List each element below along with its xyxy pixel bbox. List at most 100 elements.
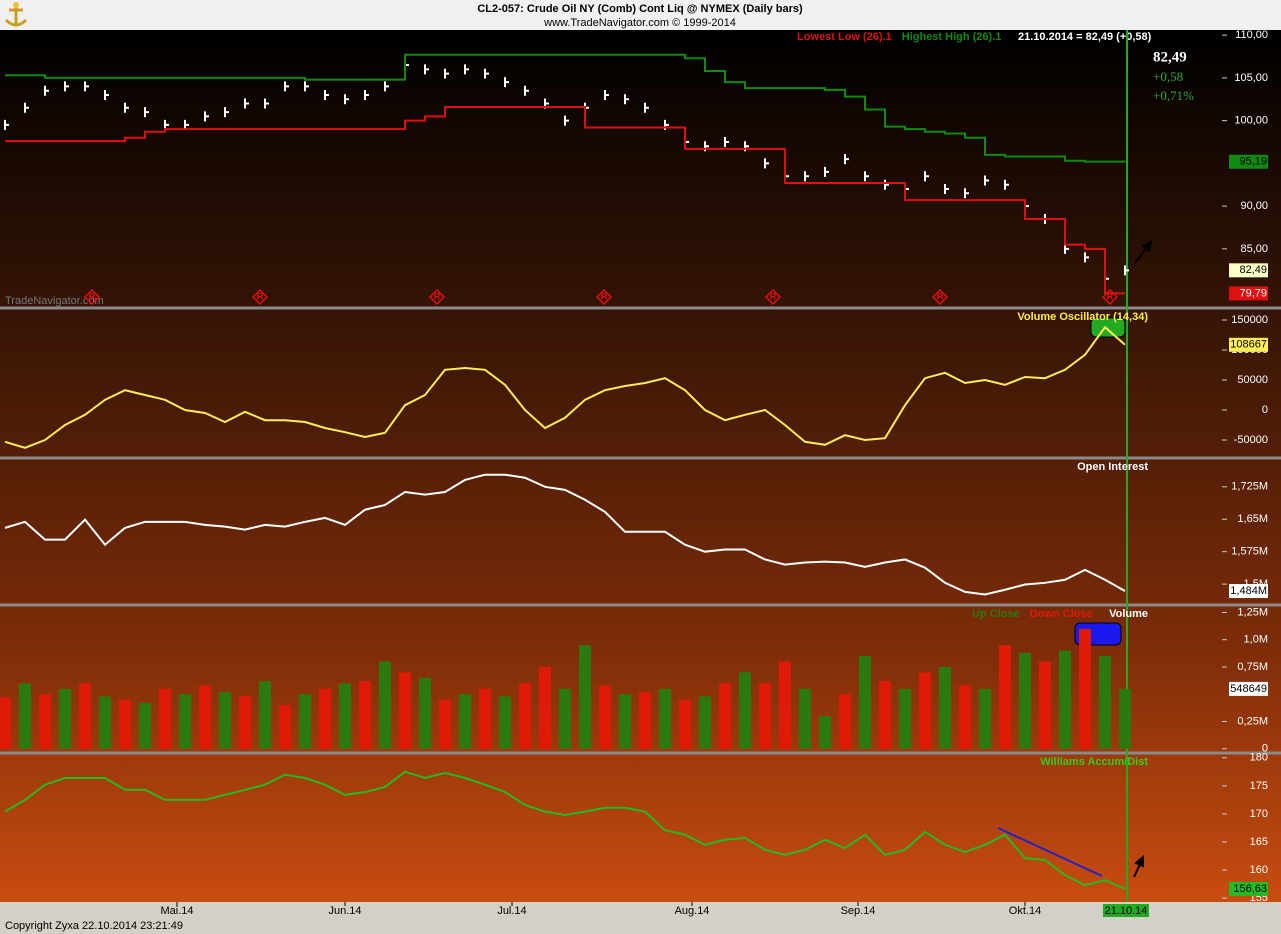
price-bar bbox=[724, 136, 729, 147]
trend-line bbox=[997, 827, 1103, 877]
value-tag bbox=[1229, 681, 1268, 696]
volume-bar bbox=[699, 696, 711, 749]
value-tag-label: 1,484M bbox=[1230, 585, 1267, 597]
y-tick-label: 105,00 bbox=[1234, 72, 1268, 84]
volume-bar bbox=[559, 688, 571, 749]
price-bar bbox=[4, 119, 9, 130]
y-tick-label: 165 bbox=[1250, 836, 1268, 848]
series-line bbox=[4, 770, 1126, 890]
panel-title: Williams Accum/Dist bbox=[1040, 756, 1148, 768]
price-bar bbox=[1124, 265, 1129, 276]
price-bar bbox=[204, 111, 209, 122]
volume-bar bbox=[819, 716, 831, 749]
volume-bar bbox=[739, 672, 751, 749]
volume-bar bbox=[479, 688, 491, 749]
price-bar bbox=[524, 85, 529, 96]
y-tick-label: 110,00 bbox=[1235, 29, 1268, 41]
value-tag-label: 156,63 bbox=[1233, 883, 1267, 895]
volume-bar bbox=[39, 694, 51, 749]
panel-title: Open Interest bbox=[1077, 461, 1148, 473]
volume-bar bbox=[99, 696, 111, 749]
volume-bar bbox=[579, 645, 591, 749]
highlight-box bbox=[1090, 317, 1126, 338]
value-tag-label: 95,19 bbox=[1239, 156, 1267, 168]
y-tick-label: 0,25M bbox=[1237, 715, 1268, 727]
volume-bar bbox=[939, 666, 951, 749]
volume-bar bbox=[159, 688, 171, 749]
volume-bar bbox=[539, 666, 551, 749]
volume-bar bbox=[199, 685, 211, 749]
y-tick-label: 90,00 bbox=[1240, 200, 1268, 212]
y-tick-label: 175 bbox=[1250, 780, 1268, 792]
price-bar bbox=[764, 158, 769, 169]
volume-bar bbox=[59, 688, 71, 749]
price-bar bbox=[824, 166, 829, 177]
event-marker bbox=[1101, 288, 1119, 306]
event-marker-label: R bbox=[937, 291, 944, 301]
y-tick-label: 160 bbox=[1250, 864, 1268, 876]
header-band bbox=[0, 0, 1281, 30]
price-bar bbox=[464, 64, 469, 75]
price-bar bbox=[1004, 179, 1009, 190]
volume-bar bbox=[1019, 652, 1031, 749]
price-bar bbox=[224, 107, 229, 118]
x-tick-label: Mai.14 bbox=[160, 905, 193, 917]
volume-bar bbox=[399, 672, 411, 749]
y-tick-label: 1,0M bbox=[1244, 634, 1268, 646]
price-bar bbox=[24, 102, 29, 113]
watermark: TradeNavigator.com bbox=[5, 295, 104, 307]
arrow bbox=[1133, 240, 1153, 878]
value-tag-label: 548649 bbox=[1230, 683, 1267, 695]
value-tag-label: 79,79 bbox=[1239, 287, 1267, 299]
volume-bar bbox=[279, 705, 291, 749]
y-tick-label: 50000 bbox=[1237, 374, 1268, 386]
event-marker-label: R bbox=[257, 291, 264, 301]
volume-bar bbox=[599, 685, 611, 749]
price-last: 82,49 bbox=[1153, 49, 1187, 65]
event-marker-label: R bbox=[1107, 291, 1114, 301]
cursor-tag bbox=[1103, 904, 1149, 917]
price-bar bbox=[324, 89, 329, 100]
price-bar bbox=[484, 68, 489, 79]
price-bar bbox=[124, 102, 129, 113]
y-tick-label: 150000 bbox=[1231, 314, 1268, 326]
y-tick-label: -50000 bbox=[1234, 434, 1268, 446]
volume-bar bbox=[999, 645, 1011, 749]
volume-bar bbox=[79, 683, 91, 749]
volume-bar bbox=[1119, 688, 1131, 749]
price-date-value: 21.10.2014 = 82,49 (+0,58) bbox=[1018, 31, 1152, 43]
x-tick-label: Aug.14 bbox=[675, 905, 710, 917]
volume-bar bbox=[439, 699, 451, 749]
volume-bar bbox=[679, 699, 691, 749]
price-bar bbox=[504, 77, 509, 88]
volume-bar bbox=[899, 688, 911, 749]
separators bbox=[0, 306, 1281, 755]
price-change-pct: +0,71% bbox=[1153, 88, 1194, 103]
y-tick-label: 85,00 bbox=[1240, 243, 1268, 255]
x-tick-label: Okt.14 bbox=[1009, 905, 1041, 917]
price-bar bbox=[284, 81, 289, 92]
volume-bar bbox=[1039, 661, 1051, 749]
volume-bar bbox=[659, 688, 671, 749]
volume-bar bbox=[359, 681, 371, 749]
legend-entry: Lowest Low (26).1 bbox=[797, 31, 892, 43]
logo bbox=[4, 2, 28, 27]
y-tick-label: 180 bbox=[1250, 752, 1268, 764]
price-bar bbox=[84, 81, 89, 92]
price-bar bbox=[344, 94, 349, 105]
volume-bar bbox=[959, 685, 971, 749]
price-bar bbox=[944, 184, 949, 195]
y-tick-label: 1,65M bbox=[1237, 513, 1268, 525]
value-tag-label: 82,49 bbox=[1239, 264, 1267, 276]
volume-bar bbox=[219, 692, 231, 749]
price-bar bbox=[804, 171, 809, 182]
price-bar bbox=[884, 179, 889, 190]
volume-bar bbox=[859, 656, 871, 749]
event-marker bbox=[428, 288, 446, 306]
y-tick-label: 1,575M bbox=[1231, 546, 1268, 558]
legend-entry: Up Close bbox=[972, 608, 1020, 620]
volume-bar bbox=[379, 661, 391, 749]
volume-bar bbox=[499, 696, 511, 749]
event-marker-label: R bbox=[434, 291, 441, 301]
